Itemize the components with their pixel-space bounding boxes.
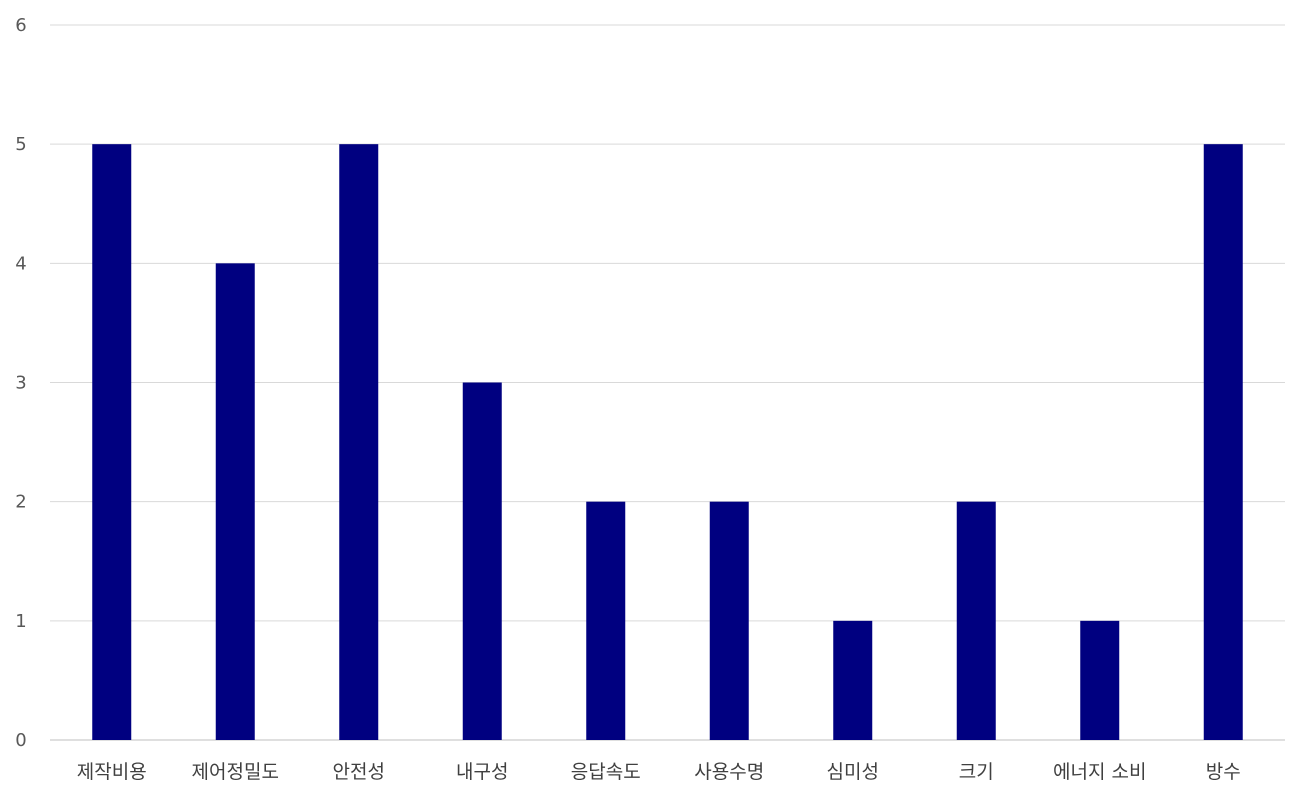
y-tick-label: 5 — [15, 134, 26, 155]
bar — [92, 144, 132, 740]
x-category-label: 심미성 — [827, 761, 879, 783]
bar — [462, 382, 502, 740]
bar — [339, 144, 379, 740]
bar — [833, 620, 873, 740]
y-tick-label: 1 — [15, 611, 26, 632]
x-category-label: 안전성 — [333, 761, 385, 783]
x-category-label: 제작비용 — [77, 761, 147, 783]
y-tick-label: 6 — [15, 15, 26, 36]
gridlines — [50, 24, 1285, 741]
y-tick-label: 2 — [15, 492, 26, 513]
x-category-label: 크기 — [959, 761, 994, 783]
x-axis-labels: 제작비용 제어정밀도 안전성 내구성 응답속도 사용수명 심미성 크기 에너지 소비 방수 — [77, 761, 1241, 783]
y-tick-label: 3 — [15, 373, 26, 394]
bars — [92, 144, 1243, 740]
bar — [709, 501, 749, 740]
bar — [1080, 620, 1120, 740]
y-axis-ticks: 0 1 2 3 4 5 6 — [15, 15, 26, 751]
x-category-label: 사용수명 — [694, 761, 764, 783]
x-category-label: 방수 — [1206, 761, 1241, 783]
x-category-label: 내구성 — [456, 761, 508, 783]
x-category-label: 제어정밀도 — [192, 761, 279, 783]
y-tick-label: 0 — [15, 730, 26, 751]
bar — [215, 263, 255, 740]
bar — [956, 501, 996, 740]
bar — [586, 501, 626, 740]
y-tick-label: 4 — [15, 253, 26, 274]
x-category-label: 응답속도 — [571, 761, 641, 783]
bar — [1203, 144, 1243, 740]
x-category-label: 에너지 소비 — [1053, 761, 1146, 783]
